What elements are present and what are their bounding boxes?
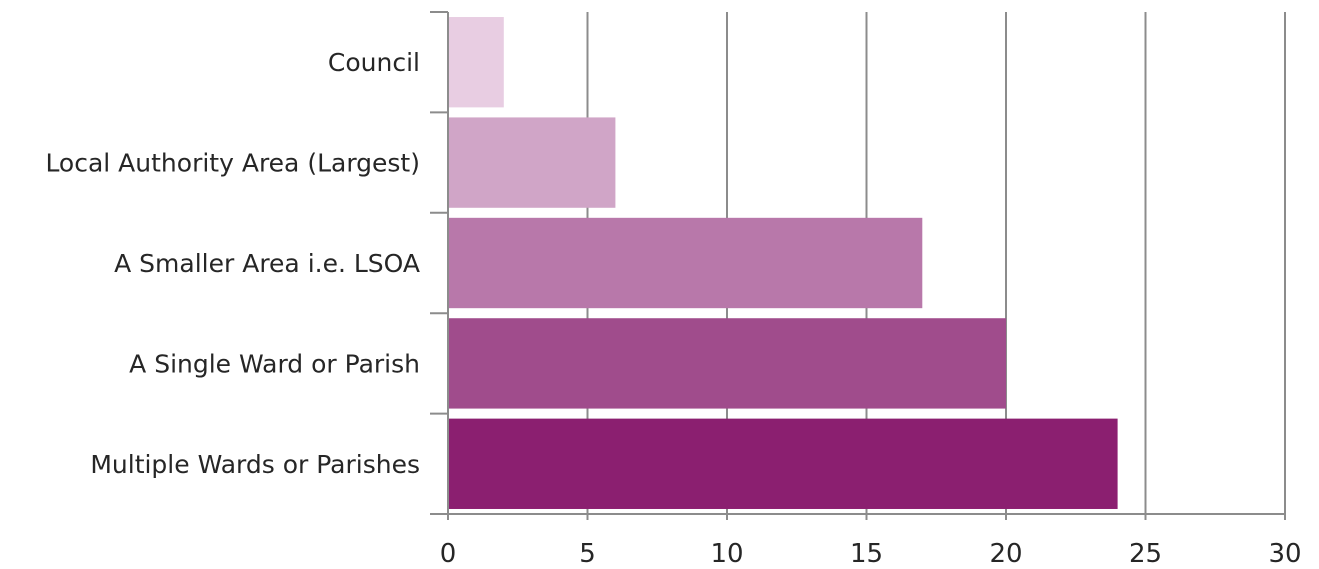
x-tick-label: 30 [1268,539,1301,569]
bar [449,418,1118,509]
bar [449,318,1006,409]
x-tick-label: 20 [989,539,1022,569]
bar [449,17,504,108]
bars [449,17,1118,509]
category-label: Local Authority Area (Largest) [45,149,420,178]
x-tick-label: 0 [440,539,457,569]
x-tick-label: 5 [579,539,596,569]
x-tick-label: 15 [850,539,883,569]
bar [449,217,923,309]
x-tick-label: 25 [1129,539,1162,569]
category-labels: Council Local Authority Area (Largest) A S… [45,48,420,479]
category-label: A Single Ward or Parish [129,349,420,378]
x-tick-label: 10 [710,539,743,569]
axes [430,11,1286,520]
category-label: A Smaller Area i.e. LSOA [114,249,420,278]
category-label: Council [328,48,420,77]
x-tick-labels: 0 5 10 15 20 25 30 [440,539,1302,569]
category-label: Multiple Wards or Parishes [90,450,420,479]
bar [449,117,616,208]
